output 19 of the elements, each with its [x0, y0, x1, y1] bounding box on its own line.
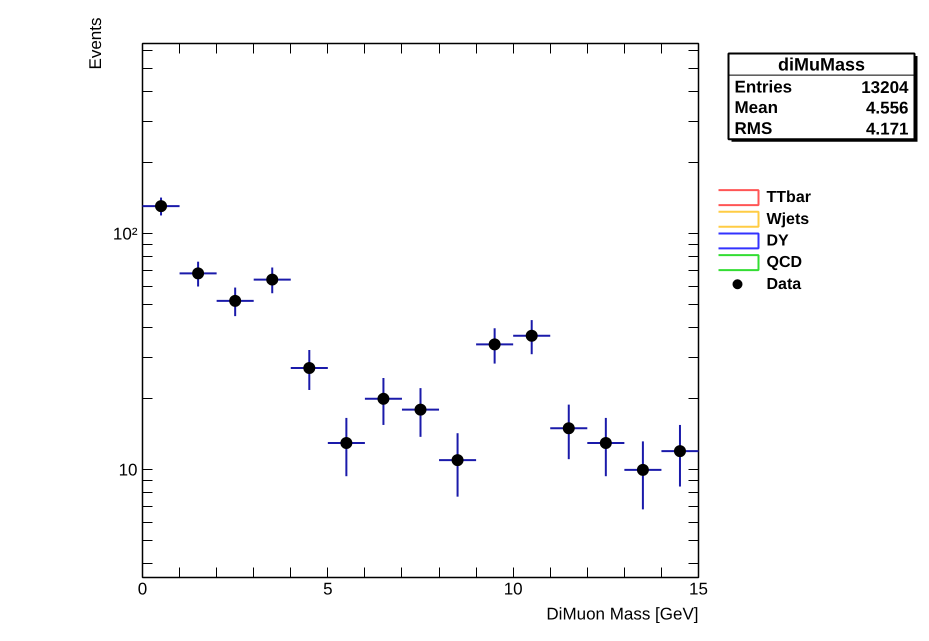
legend-label: DY — [766, 232, 790, 250]
text: RMS — [734, 118, 772, 138]
legend-label: TTbar — [766, 189, 811, 206]
text: diMuMass — [778, 54, 866, 74]
x-tick-label: 5 — [323, 580, 333, 598]
x-tick-label: 0 — [138, 580, 148, 598]
text: Entries — [734, 77, 792, 96]
text: 4.171 — [866, 119, 909, 138]
x-tick-label: 15 — [689, 580, 708, 598]
y-tick-label: 10² — [112, 224, 138, 244]
text: 13204 — [861, 78, 910, 97]
legend-label: QCD — [766, 254, 802, 272]
legend-label: Wjets — [766, 210, 810, 228]
x-axis-title: DiMuon Mass [GeV] — [546, 604, 699, 624]
x-tick-label: 10 — [504, 580, 523, 598]
y-axis-title: Events — [86, 18, 105, 70]
text: 4.556 — [866, 98, 909, 118]
legend-label: Data — [766, 276, 802, 293]
text: Mean — [734, 98, 778, 118]
